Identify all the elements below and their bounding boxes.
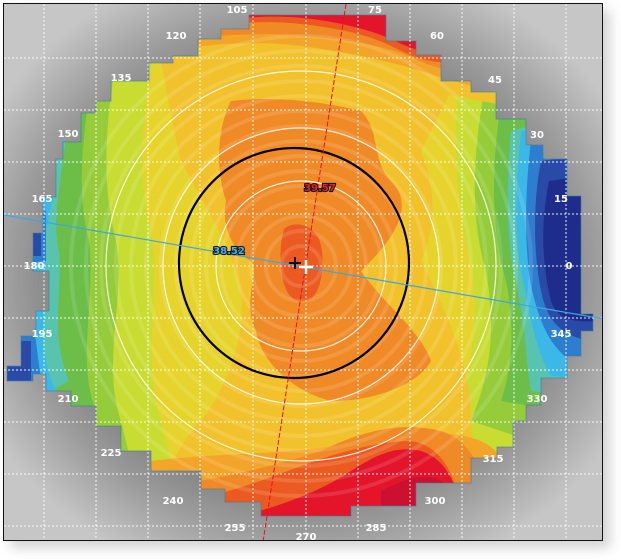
corneal-vertex-marker <box>299 260 313 274</box>
angle-label: 60 <box>430 31 444 42</box>
angle-label: 150 <box>58 129 79 140</box>
corneal-topography-map: 105 75 120 60 135 45 150 30 165 15 180 0 195 345 210 33… <box>4 4 602 541</box>
angle-label: 30 <box>530 130 544 141</box>
cornea-boundary <box>6 14 594 517</box>
angle-label: 120 <box>166 31 187 42</box>
angle-label: 180 <box>24 261 45 272</box>
angle-label: 270 <box>296 532 317 541</box>
angle-labels: 105 75 120 60 135 45 150 30 165 15 180 0 195 345 210 33… <box>24 5 573 541</box>
grid-lines <box>4 4 602 540</box>
angle-label: 15 <box>554 194 568 205</box>
angle-label: 0 <box>566 261 573 272</box>
angle-label: 285 <box>366 523 387 534</box>
flat-k-value: 38.52 <box>213 246 245 257</box>
angle-label: 210 <box>58 394 79 405</box>
angle-label: 315 <box>483 454 504 465</box>
angle-label: 225 <box>101 448 122 459</box>
angle-label: 330 <box>527 394 548 405</box>
pupil-circle <box>177 146 411 380</box>
angle-label: 165 <box>32 194 53 205</box>
angle-label: 45 <box>488 75 502 86</box>
pupil-center-marker <box>289 257 301 269</box>
angle-label: 345 <box>551 329 572 340</box>
angle-label: 195 <box>32 329 53 340</box>
angle-label: 75 <box>368 5 382 16</box>
angle-label: 300 <box>425 496 446 507</box>
topography-map-frame: 105 75 120 60 135 45 150 30 165 15 180 0 195 345 210 33… <box>3 3 603 541</box>
angle-label: 105 <box>227 5 248 16</box>
angle-label: 255 <box>225 523 246 534</box>
steep-k-value: 39.57 <box>304 183 336 194</box>
angle-label: 135 <box>111 73 132 84</box>
keratometry-values: 39.57 38.52 <box>212 182 337 258</box>
angle-label: 240 <box>163 496 184 507</box>
